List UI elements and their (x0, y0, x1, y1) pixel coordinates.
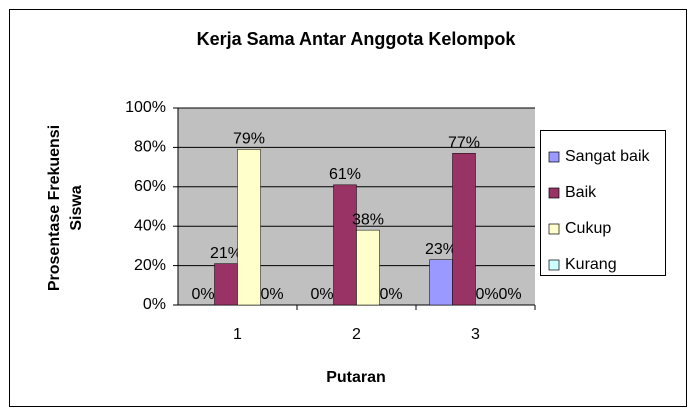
data-label: 0% (498, 286, 521, 303)
y-tick-label: 100% (125, 99, 166, 116)
data-label: 0% (260, 286, 283, 303)
data-label: 21% (210, 245, 242, 262)
legend-swatch (548, 259, 560, 271)
y-axis-title-line: Prosentase Frekuensi (46, 125, 63, 291)
data-label: 0% (191, 286, 214, 303)
data-label: 0% (475, 286, 498, 303)
bar (452, 153, 476, 306)
legend-swatch (548, 223, 560, 235)
y-tick-label: 40% (134, 217, 166, 234)
data-label: 0% (379, 286, 402, 303)
data-label: 38% (352, 211, 384, 228)
legend-swatch (548, 187, 560, 199)
chart-title: Kerja Sama Antar Anggota Kelompok (197, 29, 517, 49)
bar (333, 184, 357, 306)
legend-swatch (548, 151, 560, 163)
x-tick-label: 3 (471, 326, 480, 343)
y-tick-label: 80% (134, 139, 166, 156)
data-label: 23% (425, 241, 457, 258)
legend-label: Baik (565, 184, 597, 201)
y-axis-title: Prosentase Frekuensi Siswa (46, 125, 85, 291)
y-tick-label: 0% (143, 296, 166, 313)
legend-label: Kurang (565, 256, 617, 273)
data-label: 61% (329, 166, 361, 183)
bar (214, 263, 238, 306)
bar (237, 149, 261, 306)
x-tick-label: 1 (233, 326, 242, 343)
x-axis-title: Putaran (326, 369, 386, 386)
y-tick-label: 60% (134, 178, 166, 195)
legend-label: Sangat baik (565, 148, 651, 165)
data-label: 77% (448, 135, 480, 152)
legend-label: Cukup (565, 220, 611, 237)
y-axis-title-line: Siswa (68, 185, 85, 230)
data-label: 79% (233, 131, 265, 148)
x-tick-label: 2 (352, 326, 361, 343)
legend-box (540, 130, 666, 276)
y-tick-label: 20% (134, 257, 166, 274)
bar (356, 229, 380, 306)
data-label: 0% (310, 286, 333, 303)
bar (429, 259, 453, 306)
